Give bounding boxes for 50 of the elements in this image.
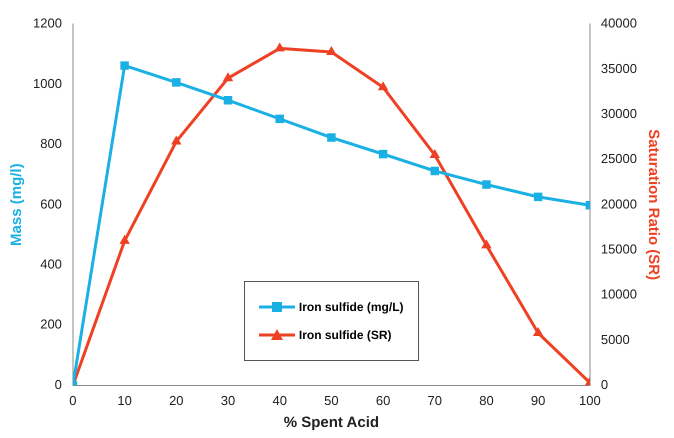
x-axis-title: % Spent Acid bbox=[284, 414, 380, 432]
x-tick-label: 40 bbox=[272, 392, 287, 408]
y2-tick-label: 0 bbox=[600, 376, 608, 392]
legend-label: Iron sulfide (SR) bbox=[298, 328, 392, 342]
x-tick-label: 10 bbox=[117, 392, 132, 408]
y2-tick-label: 40000 bbox=[600, 16, 638, 31]
point bbox=[482, 180, 491, 189]
point bbox=[119, 234, 130, 244]
point bbox=[120, 61, 129, 70]
y-tick-label: 1200 bbox=[33, 16, 62, 31]
y2-tick-label: 35000 bbox=[600, 60, 638, 76]
point bbox=[378, 150, 388, 158]
y-axis-title: Mass (mg/l) bbox=[8, 163, 26, 246]
point bbox=[171, 135, 182, 144]
point bbox=[222, 72, 234, 82]
y2-tick-label: 5000 bbox=[600, 332, 630, 347]
point bbox=[378, 81, 388, 90]
point bbox=[430, 149, 440, 158]
x-tick-label: 20 bbox=[169, 392, 184, 408]
x-tick-label: 30 bbox=[220, 392, 236, 408]
y2-tick-label: 25000 bbox=[600, 151, 638, 166]
y2-tick-label: 30000 bbox=[600, 106, 638, 121]
x-tick-label: 70 bbox=[428, 392, 442, 408]
y-tick-label: 200 bbox=[40, 316, 62, 332]
x-tick-label: 50 bbox=[324, 392, 339, 408]
x-tick-label: 0 bbox=[69, 392, 77, 408]
y2-tick-label: 10000 bbox=[600, 286, 638, 302]
legend-label: Iron sulfide (mg/L) bbox=[298, 300, 404, 314]
point bbox=[534, 192, 542, 202]
y-tick-label: 800 bbox=[40, 136, 62, 152]
point bbox=[327, 133, 336, 142]
x-tick-label: 80 bbox=[479, 392, 494, 408]
point bbox=[172, 78, 181, 87]
y-tick-label: 0 bbox=[54, 376, 62, 392]
y-tick-label: 400 bbox=[40, 256, 62, 272]
y2-tick-label: 20000 bbox=[600, 196, 638, 212]
point bbox=[224, 96, 232, 104]
x-tick-label: 60 bbox=[376, 392, 390, 408]
y-tick-label: 600 bbox=[40, 196, 62, 212]
y2-axis-title: Saturation Ratio (SR) bbox=[644, 129, 662, 280]
y-tick-label: 1000 bbox=[33, 76, 62, 91]
point bbox=[326, 46, 337, 56]
y2-tick-label: 15000 bbox=[600, 241, 638, 256]
point bbox=[532, 326, 544, 336]
x-tick-label: 90 bbox=[530, 392, 546, 408]
point bbox=[430, 166, 440, 176]
point bbox=[481, 239, 492, 248]
point bbox=[275, 114, 284, 124]
x-tick-label: 100 bbox=[579, 392, 601, 408]
point bbox=[274, 42, 285, 52]
